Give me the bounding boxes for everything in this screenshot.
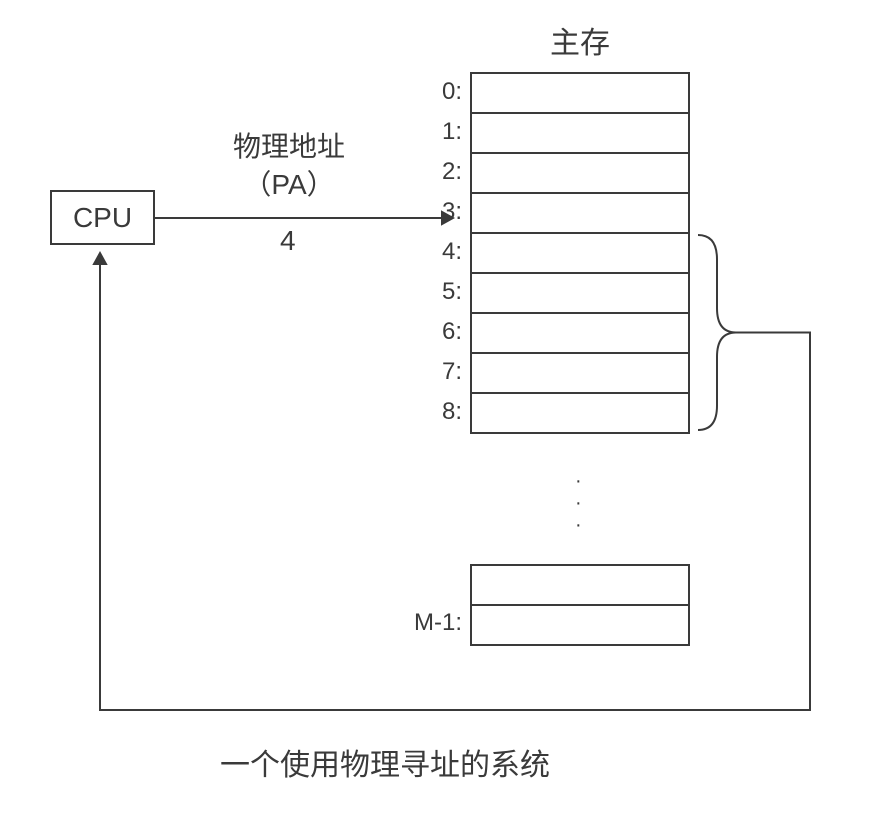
memory-cell — [472, 354, 688, 394]
cpu-label: CPU — [73, 202, 132, 234]
memory-row-label: 7: — [442, 358, 462, 386]
memory-row-label: 4: — [442, 238, 462, 266]
memory-row-label: 2: — [442, 158, 462, 186]
cpu-box: CPU — [50, 190, 155, 245]
memory-row-label: 6: — [442, 318, 462, 346]
address-label: 物理地址 （PA） — [233, 128, 345, 204]
memory-table-bottom — [470, 564, 690, 646]
memory-row-label: 5: — [442, 278, 462, 306]
address-label-line1: 物理地址 — [233, 128, 345, 166]
memory-cell — [472, 234, 688, 274]
memory-row-label: 0: — [442, 78, 462, 106]
memory-row-label-last: M-1: — [414, 609, 462, 637]
memory-row-label: 1: — [442, 118, 462, 146]
memory-cell — [472, 274, 688, 314]
memory-cell — [472, 314, 688, 354]
memory-table-top — [470, 72, 690, 434]
caption: 一个使用物理寻址的系统 — [220, 740, 550, 784]
address-value: 4 — [280, 225, 296, 257]
physical-addressing-diagram: 主存 CPU 物理地址 （PA） 4 ··· 一个使用物理寻址的系统 0: 1: 2… — [0, 0, 873, 824]
memory-row-label: 3: — [442, 198, 462, 226]
memory-cell — [472, 566, 688, 606]
memory-cell — [472, 114, 688, 154]
memory-title: 主存 — [550, 18, 610, 62]
memory-row-label: 8: — [442, 398, 462, 426]
memory-cell — [472, 194, 688, 234]
memory-cell — [472, 154, 688, 194]
memory-cell — [472, 394, 688, 434]
memory-cell — [472, 606, 688, 646]
ellipsis-dots: ··· — [575, 470, 582, 536]
svg-overlay — [0, 0, 873, 824]
address-label-line2: （PA） — [233, 166, 345, 204]
memory-cell — [472, 74, 688, 114]
